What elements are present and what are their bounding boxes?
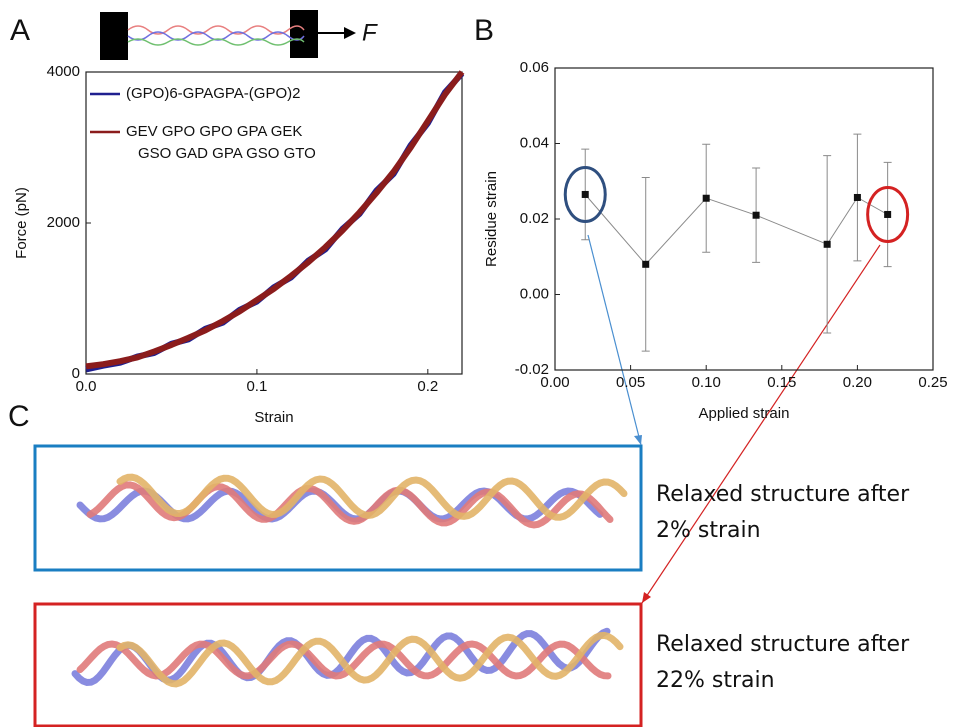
series-line (85, 70, 465, 370)
strand (127, 38, 305, 46)
y-tick-label: 0.02 (520, 210, 549, 227)
connector-head (642, 592, 651, 603)
x-tick-label: 0.05 (616, 374, 645, 391)
x-tick-label: 0.10 (692, 374, 721, 391)
x-tick-label: 0.00 (540, 374, 569, 391)
legend-label: (GPO)6-GPAGPA-(GPO)2 (126, 85, 300, 102)
x-tick-label: 0.2 (417, 378, 438, 395)
plot-frame (554, 67, 934, 371)
x-axis-label: Applied strain (699, 405, 790, 422)
point (884, 210, 892, 218)
x-tick-label: 0.15 (767, 374, 796, 391)
ribbon (116, 473, 628, 521)
clamp (290, 10, 318, 58)
panel-label: A (10, 14, 30, 47)
connector (587, 234, 642, 446)
panel-label: B (474, 14, 494, 47)
strand (127, 31, 305, 41)
y-tick-label: 4000 (47, 63, 80, 80)
ribbon (76, 640, 612, 680)
y-tick-label: 2000 (47, 214, 80, 231)
series-line (584, 194, 888, 266)
y-tick-label: -0.02 (515, 361, 549, 378)
caption: 22% strain (656, 668, 775, 693)
y-tick-label: 0 (72, 365, 80, 382)
highlight (866, 185, 910, 243)
y-axis-label: Residue strain (483, 171, 500, 267)
force-label: F (362, 19, 378, 46)
connector-head (634, 435, 642, 445)
panel-label: C (8, 400, 30, 433)
force-arrowhead (344, 27, 356, 39)
x-tick-label: 0.0 (76, 378, 97, 395)
caption: 2% strain (656, 518, 761, 543)
structure-box (33, 444, 643, 572)
structure-box (33, 602, 643, 727)
ribbon (116, 631, 624, 688)
caption: Relaxed structure after (656, 632, 910, 657)
legend-label: GEV GPO GPO GPA GEK GSO GAD GPA GSO GTO (126, 123, 316, 162)
highlight (563, 165, 607, 223)
point (702, 194, 710, 202)
point (823, 240, 831, 248)
point (642, 260, 650, 268)
strand (127, 25, 305, 35)
y-tick-label: 0.06 (520, 59, 549, 76)
y-tick-label: 0.04 (520, 134, 549, 151)
x-tick-label: 0.1 (246, 378, 267, 395)
clamp (100, 12, 128, 60)
ribbon (86, 481, 614, 529)
point (581, 190, 589, 198)
y-axis-label: Force (pN) (13, 187, 30, 259)
point (752, 211, 760, 219)
y-tick-label: 0.00 (520, 285, 549, 302)
connector (641, 244, 881, 604)
x-axis-label: Strain (254, 409, 293, 426)
x-tick-label: 0.25 (918, 374, 947, 391)
plot-frame (85, 71, 463, 375)
caption: Relaxed structure after (656, 482, 910, 507)
series-line (85, 71, 465, 373)
x-tick-label: 0.20 (843, 374, 872, 391)
point (853, 193, 861, 201)
